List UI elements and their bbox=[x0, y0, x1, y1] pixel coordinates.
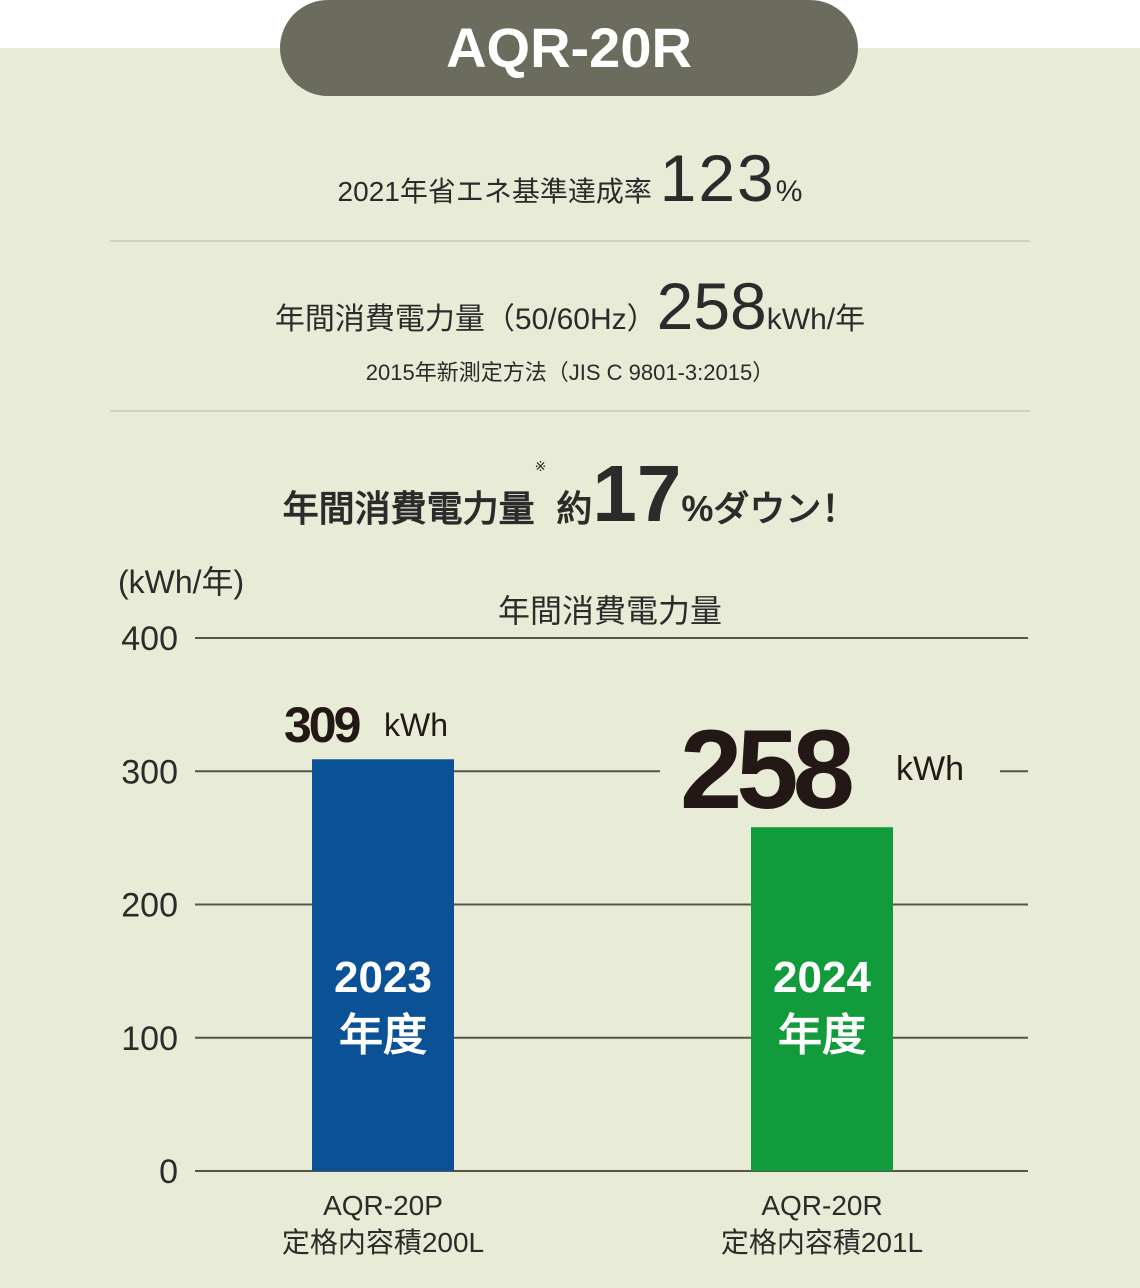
y-axis-label: (kWh/年) bbox=[118, 564, 244, 600]
x-category-model: AQR-20R bbox=[761, 1190, 882, 1221]
achievement-unit: % bbox=[775, 175, 803, 208]
x-category-model: AQR-20P bbox=[323, 1190, 443, 1221]
consumption-unit: kWh/年 bbox=[766, 303, 866, 336]
bar-value-unit: kWh bbox=[384, 707, 448, 743]
divider bbox=[110, 410, 1030, 412]
annual-consumption: 年間消費電力量（50/60Hz）258kWh/年 bbox=[0, 268, 1140, 344]
bar-year-label: 2023 bbox=[334, 953, 432, 1002]
divider bbox=[110, 240, 1030, 242]
achievement-label: 2021年省エネ基準達成率 bbox=[337, 176, 652, 207]
headline-suffix: %ダウン！ bbox=[681, 488, 858, 529]
bar-2024 bbox=[751, 827, 893, 1171]
y-tick-label: 200 bbox=[121, 887, 178, 925]
headline: 年間消費電力量 ※ 約17%ダウン！ bbox=[0, 448, 1140, 540]
bar-year-label: 2024 bbox=[773, 953, 871, 1002]
method-note: 2015年新測定方法（JIS C 9801-3:2015） bbox=[365, 360, 775, 385]
chart-title: 年間消費電力量 bbox=[498, 593, 722, 629]
achievement-rate: 2021年省エネ基準達成率 123% bbox=[0, 140, 1140, 216]
achievement-value: 123 bbox=[659, 141, 776, 215]
footnote-mark: ※ bbox=[534, 458, 547, 474]
x-category-capacity: 定格内容積201L bbox=[721, 1227, 923, 1258]
bar-value-label: 258 bbox=[680, 707, 852, 832]
bar-value-unit: kWh bbox=[896, 750, 964, 788]
bar-value-label: 309 bbox=[284, 697, 360, 753]
consumption-value: 258 bbox=[656, 269, 767, 343]
bar-year-suffix: 年度 bbox=[778, 1011, 866, 1060]
x-category-capacity: 定格内容積200L bbox=[282, 1227, 484, 1258]
y-tick-label: 0 bbox=[159, 1153, 178, 1191]
headline-label: 年間消費電力量 bbox=[282, 488, 535, 529]
y-tick-label: 300 bbox=[121, 753, 178, 791]
bar-year-suffix: 年度 bbox=[339, 1011, 427, 1060]
y-tick-label: 400 bbox=[121, 620, 178, 658]
bar-2023 bbox=[312, 759, 454, 1171]
consumption-label: 年間消費電力量（50/60Hz） bbox=[274, 303, 657, 336]
headline-prefix: 約 bbox=[556, 488, 593, 529]
background-panel bbox=[0, 48, 1140, 1288]
label-background bbox=[660, 720, 1000, 820]
headline-value: 17 bbox=[592, 449, 682, 538]
y-tick-label: 100 bbox=[121, 1020, 178, 1058]
model-badge: AQR-20R bbox=[280, 0, 858, 96]
